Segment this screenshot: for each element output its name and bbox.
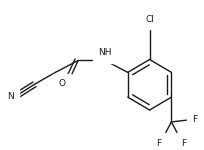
Text: F: F: [180, 139, 185, 148]
Text: N: N: [7, 92, 14, 101]
Text: F: F: [191, 116, 196, 124]
Text: Cl: Cl: [144, 15, 153, 24]
Text: NH: NH: [98, 48, 111, 57]
Text: F: F: [156, 139, 161, 148]
Text: O: O: [58, 79, 65, 88]
